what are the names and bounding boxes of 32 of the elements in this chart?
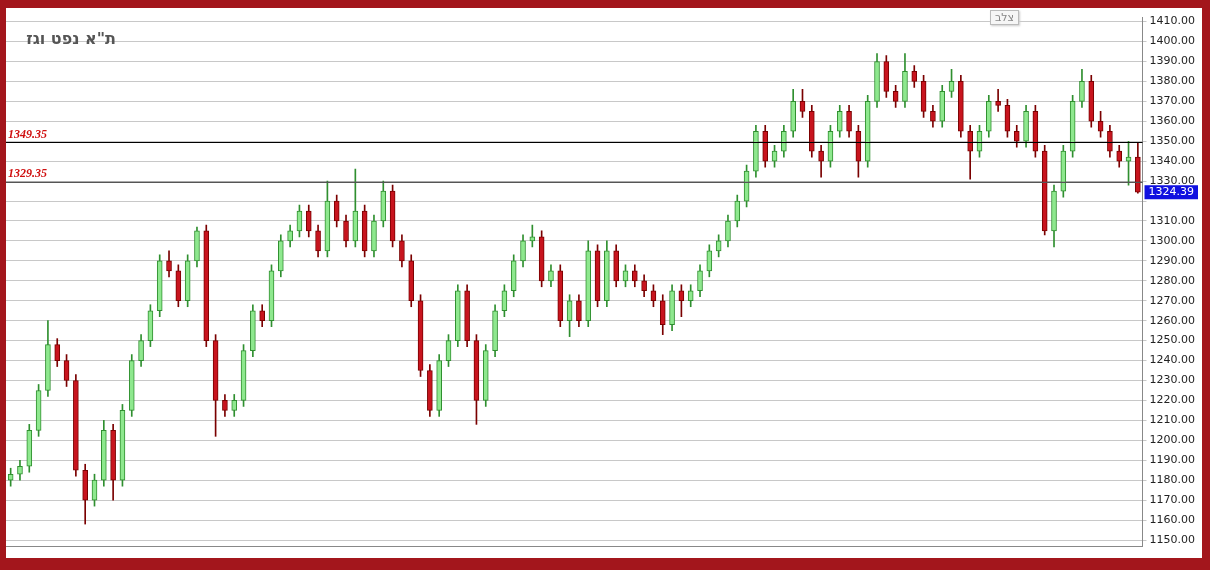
y-tick-label: 1290.00	[1149, 253, 1196, 267]
y-tick-label: 1260.00	[1149, 313, 1196, 327]
y-tick-label: 1200.00	[1149, 433, 1196, 447]
ref-line-label: 1329.35	[8, 166, 47, 181]
y-tick-label: 1230.00	[1149, 373, 1196, 387]
y-tick-label: 1280.00	[1149, 273, 1196, 287]
y-tick-label: 1270.00	[1149, 293, 1196, 307]
y-tick-label: 1240.00	[1149, 353, 1196, 367]
text: ת"א נפט וגז	[26, 28, 116, 48]
y-tick-label: 1380.00	[1149, 74, 1196, 88]
y-tick-label: 1370.00	[1149, 94, 1196, 108]
ref-line-label: 1349.35	[8, 126, 47, 141]
text: 1324.39	[1148, 185, 1195, 199]
candlestick	[995, 89, 1001, 112]
crosshair-button: צלב	[990, 10, 1020, 25]
y-tick-label: 1190.00	[1149, 453, 1196, 467]
y-tick-label: 1170.00	[1149, 493, 1196, 506]
y-tick-label: 1210.00	[1149, 413, 1196, 427]
y-tick-label: 1150.00	[1149, 532, 1196, 546]
y-tick-label: 1220.00	[1149, 393, 1196, 407]
y-tick-label: 1180.00	[1149, 473, 1196, 487]
y-tick-label: 1300.00	[1149, 233, 1196, 247]
y-tick-label: 1250.00	[1149, 333, 1196, 347]
y-tick-label: 1400.00	[1149, 34, 1196, 48]
y-tick-label: 1410.00	[1149, 14, 1196, 28]
y-tick-label: 1310.00	[1149, 213, 1196, 227]
y-tick-label: 1360.00	[1149, 114, 1196, 128]
y-tick-label: 1330.00	[1149, 173, 1196, 187]
y-tick-label: 1390.00	[1149, 54, 1196, 68]
y-tick-label: 1350.00	[1149, 134, 1196, 148]
y-tick-label: 1160.00	[1149, 512, 1196, 526]
y-tick-label: 1340.00	[1149, 154, 1196, 168]
